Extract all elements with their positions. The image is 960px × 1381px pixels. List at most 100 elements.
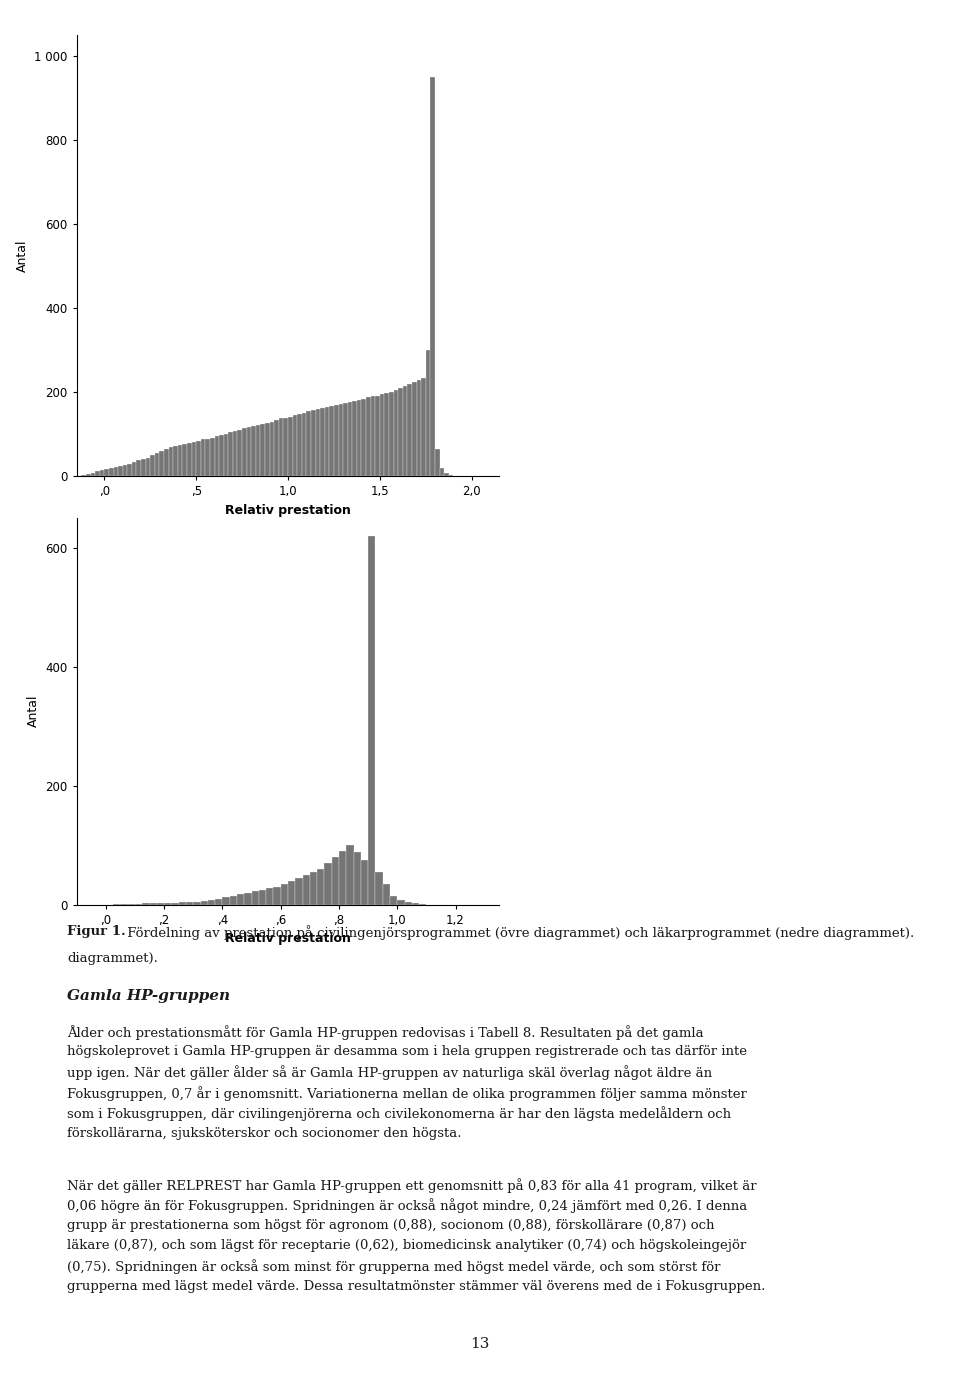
- Bar: [366, 398, 371, 476]
- Bar: [324, 863, 332, 905]
- Bar: [260, 424, 265, 476]
- Bar: [229, 896, 237, 905]
- Bar: [361, 860, 368, 905]
- Bar: [223, 898, 229, 905]
- Bar: [179, 902, 186, 905]
- Text: Fokusgruppen, 0,7 år i genomsnitt. Variationerna mellan de olika programmen följ: Fokusgruppen, 0,7 år i genomsnitt. Varia…: [67, 1085, 747, 1101]
- Bar: [283, 417, 288, 476]
- Text: Ålder och prestationsmått för Gamla HP-gruppen redovisas i Tabell 8. Resultaten : Ålder och prestationsmått för Gamla HP-g…: [67, 1025, 704, 1040]
- Bar: [210, 438, 214, 476]
- Bar: [389, 392, 394, 476]
- X-axis label: Relativ prestation: Relativ prestation: [225, 932, 351, 945]
- Text: upp igen. När det gäller ålder så är Gamla HP-gruppen av naturliga skäl överlag : upp igen. När det gäller ålder så är Gam…: [67, 1066, 712, 1080]
- Bar: [339, 405, 343, 476]
- Bar: [169, 447, 173, 476]
- Bar: [182, 443, 187, 476]
- Bar: [440, 468, 444, 476]
- Bar: [435, 449, 440, 476]
- Bar: [332, 858, 339, 905]
- Bar: [334, 405, 339, 476]
- Bar: [233, 431, 237, 476]
- Bar: [259, 889, 266, 905]
- Bar: [343, 403, 348, 476]
- Bar: [310, 871, 317, 905]
- Bar: [368, 536, 375, 905]
- Bar: [228, 432, 233, 476]
- Bar: [242, 428, 247, 476]
- Bar: [306, 412, 311, 476]
- Text: Gamla HP-gruppen: Gamla HP-gruppen: [67, 989, 230, 1003]
- Bar: [394, 391, 398, 476]
- Bar: [288, 417, 293, 476]
- Bar: [311, 410, 316, 476]
- Bar: [192, 442, 196, 476]
- Bar: [403, 385, 407, 476]
- Bar: [296, 878, 302, 905]
- Bar: [237, 894, 244, 905]
- Bar: [348, 402, 352, 476]
- Bar: [417, 380, 421, 476]
- Bar: [353, 852, 361, 905]
- Bar: [301, 413, 306, 476]
- Bar: [371, 396, 375, 476]
- Bar: [430, 76, 435, 476]
- Bar: [421, 377, 425, 476]
- Bar: [128, 464, 132, 476]
- Bar: [178, 445, 182, 476]
- Bar: [352, 400, 357, 476]
- Bar: [244, 892, 252, 905]
- Bar: [265, 423, 270, 476]
- Bar: [375, 871, 383, 905]
- Bar: [201, 900, 208, 905]
- Bar: [317, 869, 324, 905]
- Bar: [155, 453, 159, 476]
- Text: Fördelning av prestation på civilingenjörsprogrammet (övre diagrammet) och läkar: Fördelning av prestation på civilingenjö…: [123, 925, 914, 940]
- X-axis label: Relativ prestation: Relativ prestation: [225, 504, 351, 516]
- Bar: [105, 470, 108, 476]
- Bar: [412, 381, 417, 476]
- Bar: [215, 899, 223, 905]
- Text: som i Fokusgruppen, där civilingenjörerna och civilekonomerna är har den lägsta : som i Fokusgruppen, där civilingenjörern…: [67, 1106, 732, 1121]
- Text: högskoleprovet i Gamla HP-gruppen är desamma som i hela gruppen registrerade och: högskoleprovet i Gamla HP-gruppen är des…: [67, 1045, 747, 1058]
- Bar: [293, 416, 298, 476]
- Bar: [224, 435, 228, 476]
- Bar: [146, 457, 151, 476]
- Bar: [274, 887, 280, 905]
- Bar: [164, 449, 169, 476]
- Bar: [164, 903, 172, 905]
- Bar: [347, 845, 353, 905]
- Bar: [407, 384, 412, 476]
- Text: diagrammet).: diagrammet).: [67, 953, 158, 965]
- Bar: [288, 881, 296, 905]
- Bar: [86, 474, 90, 476]
- Bar: [448, 475, 453, 476]
- Bar: [95, 471, 100, 476]
- Bar: [380, 395, 384, 476]
- Bar: [404, 902, 412, 905]
- Bar: [302, 874, 310, 905]
- Bar: [173, 446, 178, 476]
- Bar: [136, 460, 141, 476]
- Bar: [247, 427, 252, 476]
- Bar: [113, 467, 118, 476]
- Bar: [132, 461, 136, 476]
- Bar: [141, 458, 146, 476]
- Bar: [320, 409, 324, 476]
- Bar: [159, 452, 164, 476]
- Text: Figur 1.: Figur 1.: [67, 925, 126, 938]
- Bar: [339, 851, 347, 905]
- Bar: [252, 892, 259, 905]
- Bar: [397, 900, 404, 905]
- Bar: [384, 394, 389, 476]
- Bar: [390, 896, 397, 905]
- Bar: [444, 474, 448, 476]
- Bar: [196, 441, 201, 476]
- Bar: [118, 465, 123, 476]
- Text: läkare (0,87), och som lägst för receptarie (0,62), biomedicinsk analytiker (0,7: läkare (0,87), och som lägst för recepta…: [67, 1239, 747, 1253]
- Bar: [357, 400, 362, 476]
- Bar: [280, 884, 288, 905]
- Y-axis label: Antal: Antal: [27, 695, 40, 728]
- Bar: [252, 425, 256, 476]
- Y-axis label: Antal: Antal: [16, 239, 29, 272]
- Bar: [214, 436, 219, 476]
